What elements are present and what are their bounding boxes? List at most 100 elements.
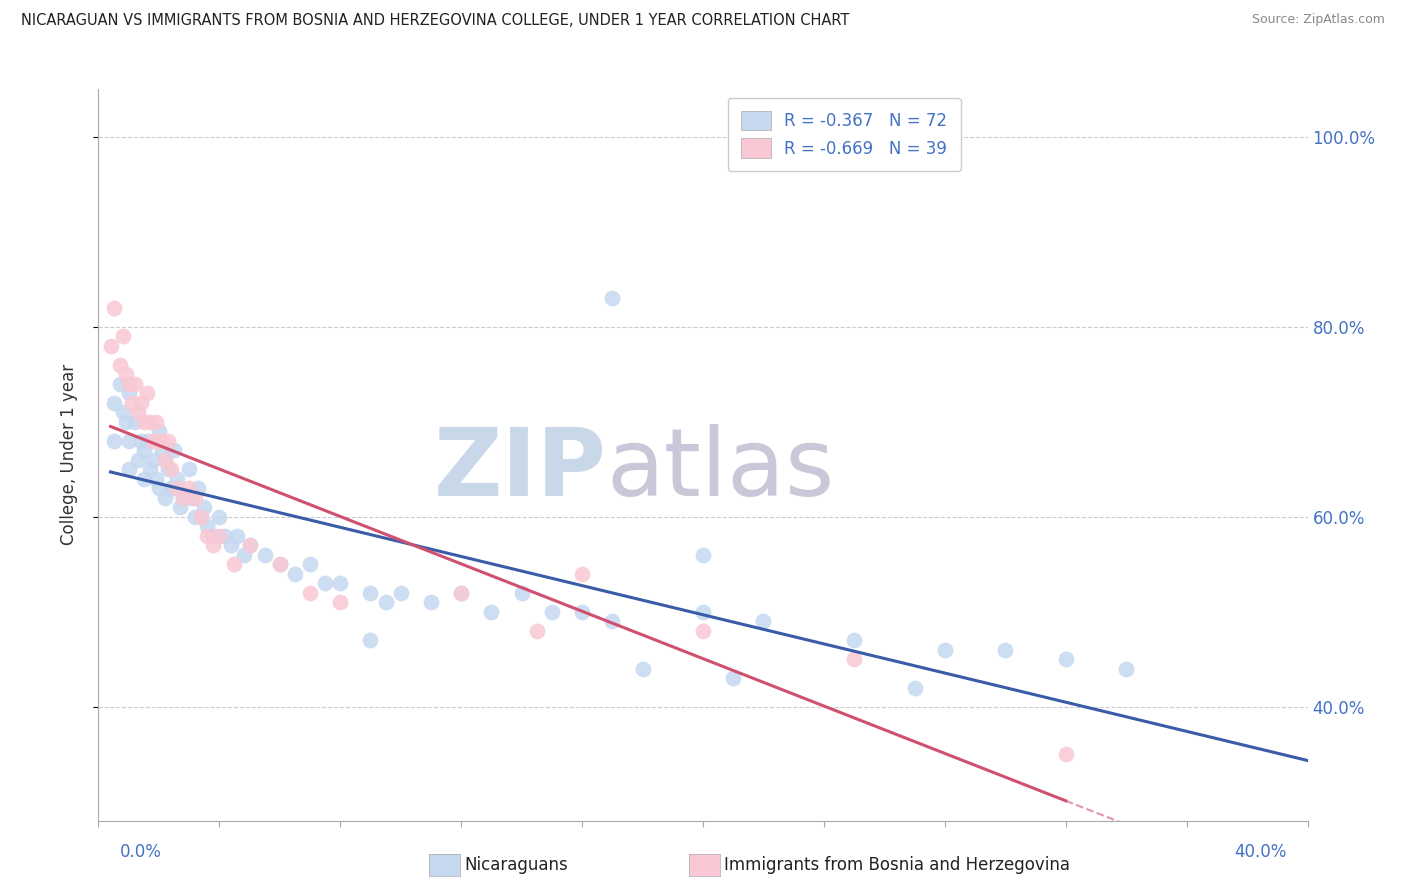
Point xyxy=(153,491,176,505)
Point xyxy=(844,652,866,666)
Point xyxy=(124,415,146,429)
Point xyxy=(156,434,179,448)
Point xyxy=(420,595,443,609)
Point xyxy=(179,481,201,495)
Point xyxy=(150,434,173,448)
Point xyxy=(692,605,714,619)
Point xyxy=(124,376,146,391)
Point xyxy=(163,443,186,458)
Point xyxy=(253,548,276,562)
Point xyxy=(360,585,382,599)
Point xyxy=(153,452,176,467)
Point xyxy=(129,434,152,448)
Point xyxy=(934,642,956,657)
Point xyxy=(239,538,262,552)
Point xyxy=(723,671,745,685)
Point xyxy=(103,301,125,315)
Point xyxy=(389,585,412,599)
Point xyxy=(132,472,155,486)
Point xyxy=(692,548,714,562)
Point xyxy=(214,529,236,543)
Point xyxy=(450,585,472,599)
Point xyxy=(172,491,194,505)
Point xyxy=(179,462,201,476)
Point xyxy=(193,500,215,515)
Point xyxy=(135,434,157,448)
Point xyxy=(994,642,1017,657)
Point xyxy=(156,462,179,476)
Point xyxy=(481,605,503,619)
Point xyxy=(132,415,155,429)
Point xyxy=(132,443,155,458)
Point xyxy=(166,472,188,486)
Point xyxy=(195,519,218,533)
Point xyxy=(103,395,125,409)
Point xyxy=(284,566,307,581)
Text: Nicaraguans: Nicaraguans xyxy=(464,856,568,874)
Point xyxy=(1115,662,1137,676)
Point xyxy=(169,500,191,515)
Point xyxy=(195,529,218,543)
Point xyxy=(239,538,262,552)
Point xyxy=(602,614,624,628)
Point xyxy=(135,386,157,401)
Text: Immigrants from Bosnia and Herzegovina: Immigrants from Bosnia and Herzegovina xyxy=(724,856,1070,874)
Text: 0.0%: 0.0% xyxy=(120,843,162,861)
Point xyxy=(269,557,291,571)
Point xyxy=(631,662,654,676)
Point xyxy=(602,291,624,305)
Point xyxy=(108,376,131,391)
Point xyxy=(208,529,231,543)
Point xyxy=(571,566,593,581)
Point xyxy=(314,576,336,591)
Point xyxy=(692,624,714,638)
Point xyxy=(148,481,170,495)
Point xyxy=(374,595,396,609)
Point xyxy=(202,538,225,552)
Point xyxy=(127,452,149,467)
Point xyxy=(111,329,134,343)
Point xyxy=(221,538,243,552)
Point xyxy=(118,376,141,391)
Y-axis label: College, Under 1 year: College, Under 1 year xyxy=(59,364,77,546)
Point xyxy=(118,434,141,448)
Point xyxy=(145,415,167,429)
Point xyxy=(160,481,183,495)
Point xyxy=(226,529,249,543)
Point xyxy=(752,614,775,628)
Point xyxy=(329,576,352,591)
Text: Source: ZipAtlas.com: Source: ZipAtlas.com xyxy=(1251,13,1385,27)
Point xyxy=(526,624,548,638)
Point xyxy=(208,509,231,524)
Text: ZIP: ZIP xyxy=(433,424,606,516)
Text: NICARAGUAN VS IMMIGRANTS FROM BOSNIA AND HERZEGOVINA COLLEGE, UNDER 1 YEAR CORRE: NICARAGUAN VS IMMIGRANTS FROM BOSNIA AND… xyxy=(21,13,849,29)
Point xyxy=(510,585,533,599)
Point xyxy=(103,434,125,448)
Point xyxy=(166,481,188,495)
Point xyxy=(181,491,204,505)
Point xyxy=(190,509,212,524)
Point xyxy=(114,367,136,381)
Point xyxy=(139,415,162,429)
Point xyxy=(114,415,136,429)
Point xyxy=(127,405,149,419)
Point xyxy=(232,548,254,562)
Point xyxy=(299,585,322,599)
Point xyxy=(118,386,141,401)
Point xyxy=(100,339,122,353)
Point xyxy=(118,462,141,476)
Point xyxy=(129,395,152,409)
Point xyxy=(150,443,173,458)
Point xyxy=(329,595,352,609)
Point xyxy=(142,434,165,448)
Point xyxy=(142,452,165,467)
Point xyxy=(163,481,186,495)
Point xyxy=(148,434,170,448)
Legend: R = -0.367   N = 72, R = -0.669   N = 39: R = -0.367 N = 72, R = -0.669 N = 39 xyxy=(728,97,960,171)
Point xyxy=(187,481,209,495)
Point xyxy=(148,424,170,438)
Point xyxy=(111,405,134,419)
Text: atlas: atlas xyxy=(606,424,835,516)
Point xyxy=(184,491,207,505)
Point xyxy=(844,633,866,648)
